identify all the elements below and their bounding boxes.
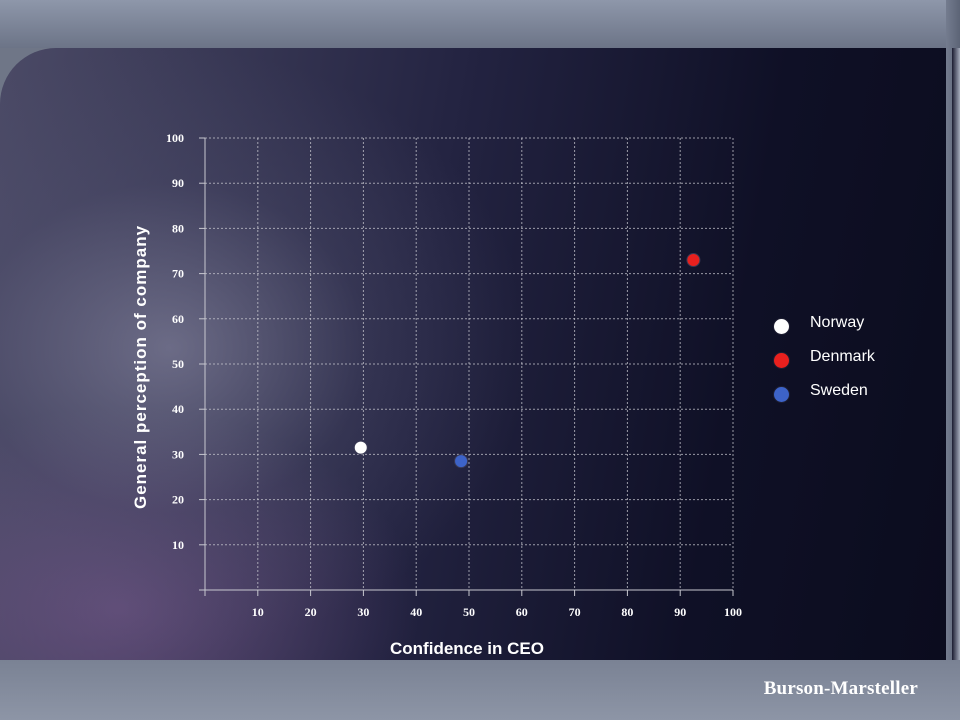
denmark-legend-label: Denmark [810,348,875,365]
x-tick-label: 40 [410,605,422,619]
data-point-denmark [686,253,701,268]
y-tick-label: 100 [166,131,184,145]
data-point-sweden [454,454,469,469]
y-tick-label: 90 [172,176,184,190]
x-tick-label: 60 [516,605,528,619]
data-point-norway [353,440,368,455]
denmark-legend-marker [774,352,789,368]
x-tick-label: 30 [357,605,369,619]
x-tick-label: 10 [252,605,264,619]
norway-legend-marker [774,318,789,334]
brand-logo: Burson-Marsteller [763,678,918,699]
x-tick-label: 90 [674,605,686,619]
bottom-frame-bar [0,660,960,720]
legend-item-sweden: Sweden [774,374,875,408]
y-tick-label: 20 [172,493,184,507]
legend-item-norway: Norway [774,306,875,340]
data-points [353,253,701,469]
y-tick-label: 60 [172,312,184,326]
y-tick-label: 70 [172,267,184,281]
x-tick-label: 80 [621,605,633,619]
y-tick-label: 10 [172,538,184,552]
tick-labels: 10 20 30 40 50 60 70 80 90 100 10 20 30 40 50 60 70 80 90 1… [166,131,742,619]
x-tick-label: 50 [463,605,475,619]
legend-item-denmark: Denmark [774,340,875,374]
x-tick-label: 100 [724,605,742,619]
axes [199,137,734,596]
x-tick-label: 20 [305,605,317,619]
y-tick-label: 40 [172,402,184,416]
norway-legend-label: Norway [810,314,865,331]
panel-edge-highlight [952,48,960,660]
chart-background-panel [0,48,946,660]
y-tick-label: 80 [172,221,184,235]
grid-lines [205,137,734,590]
sweden-legend-marker [774,386,789,402]
x-tick-label: 70 [569,605,581,619]
y-tick-label: 50 [172,357,184,371]
x-axis-title: Confidence in CEO [390,639,544,658]
y-tick-label: 30 [172,447,184,461]
top-frame-bar [0,0,960,48]
chart-legend: Norway Denmark Sweden [774,306,875,408]
sweden-legend-label: Sweden [810,382,868,399]
y-axis-title: General perception of company [131,225,150,509]
